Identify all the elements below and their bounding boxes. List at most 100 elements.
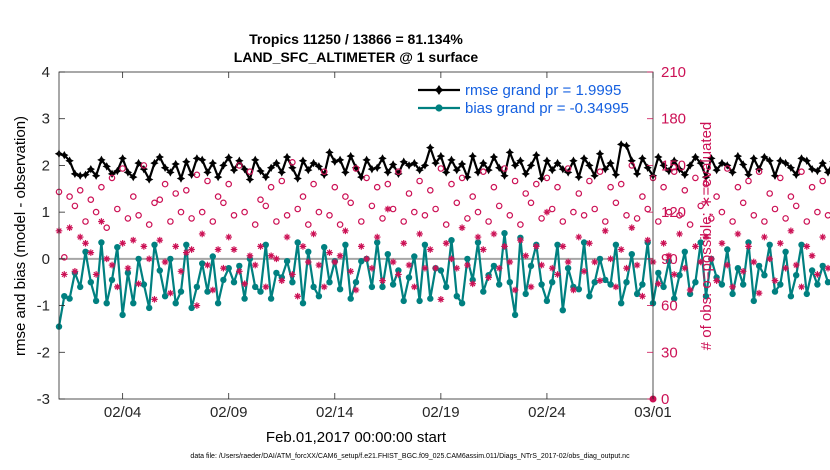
obs-evaluated-point [580,268,588,275]
obs-evaluated-point [76,233,84,241]
rmse-point [664,166,674,176]
rmse-point [807,164,817,174]
rmse-point [213,172,223,182]
bias-point [618,300,625,307]
rmse-point [256,166,265,176]
bias-point [586,293,593,300]
obs-possible-point [745,177,752,185]
rmse-point [601,164,610,174]
obs-evaluated-point [761,233,768,241]
rmse-point [781,158,790,168]
obs-possible-point [554,183,561,191]
bias-point [559,307,566,314]
y-tick-label-right: 150 [661,157,686,174]
obs-evaluated-point [225,233,233,241]
bias-point [607,281,614,288]
obs-evaluated-point [766,255,773,263]
bias-point [655,269,662,277]
bias-point [336,286,344,293]
obs-evaluated-point [554,271,561,278]
rmse-point [60,150,69,160]
bias-point [374,239,381,246]
obs-evaluated-point [453,264,461,272]
bias-point [729,290,736,298]
bias-point [750,297,757,305]
rmse-point [367,164,377,174]
legend-bias-label: bias grand pr = -0.34995 [465,100,629,117]
rmse-point [171,159,180,169]
obs-possible-point [310,180,317,188]
obs-possible-point [501,165,508,172]
rmse-point [139,164,149,174]
bias-point [787,293,795,300]
rmse-point [304,165,313,175]
obs-evaluated-point [294,292,301,300]
obs-evaluated-point [251,261,259,269]
bias-point [326,279,333,286]
series-layer [54,140,830,403]
rmse-point [500,171,509,180]
bias-point [289,279,296,286]
rmse-point [245,175,255,184]
bias-point [554,241,561,248]
obs-evaluated-point [405,261,413,269]
rmse-point [675,164,684,174]
obs-evaluated-point [448,255,455,263]
bias-point [443,283,450,291]
bias-point [273,269,280,277]
bias-point [310,283,317,291]
rmse-point [813,166,822,176]
x-axis-label: Feb.01,2017 00:00:00 start [266,429,447,446]
bias-point [628,251,635,258]
obs-evaluated-point [124,264,132,272]
obs-possible-point [644,205,652,213]
y-tick-label-right: 120 [661,204,686,221]
obs-possible-point [384,180,392,188]
y-tick-label-left: -2 [37,344,50,361]
rmse-point [776,156,785,165]
obs-evaluated-point [82,239,89,247]
obs-possible-point [458,174,466,182]
obs-possible-point [66,193,73,200]
obs-evaluated-point [564,258,572,266]
obs-evaluated-point [108,261,116,269]
bias-point [564,265,572,272]
obs-evaluated-point [623,264,630,272]
obs-possible-point [464,215,471,222]
obs-evaluated-point [692,243,699,250]
obs-evaluated-point [278,277,286,284]
obs-possible-point [485,218,492,225]
obs-evaluated-point [193,302,201,309]
obs-possible-point [707,215,715,222]
rmse-point [107,169,117,179]
obs-evaluated-point [490,230,498,238]
bias-point [665,258,673,265]
bias-point [241,295,248,302]
obs-possible-point [543,174,551,182]
obs-evaluated-point [750,258,758,266]
obs-evaluated-point [495,264,503,272]
bias-point [262,241,269,248]
obs-evaluated-point [639,292,646,300]
obs-possible-point [357,218,365,225]
bias-point [808,267,816,274]
rmse-point [489,152,499,162]
bias-point [633,290,641,298]
bias-point [199,260,206,267]
obs-evaluated-point [527,283,535,291]
obs-evaluated-point [697,258,705,266]
bias-point [511,311,519,319]
rmse-point [611,170,621,179]
rmse-point [558,164,568,174]
obs-evaluated-point [522,252,530,260]
bias-point [740,281,747,288]
x-tick-label: 02/09 [210,404,248,421]
rmse-point [203,168,212,177]
obs-evaluated-point [596,277,604,284]
bias-point [183,241,190,248]
obs-possible-point [225,180,233,188]
obs-possible-point [193,171,201,179]
obs-evaluated-point [310,230,317,238]
obs-evaluated-point [379,277,386,284]
rmse-point [102,162,111,171]
